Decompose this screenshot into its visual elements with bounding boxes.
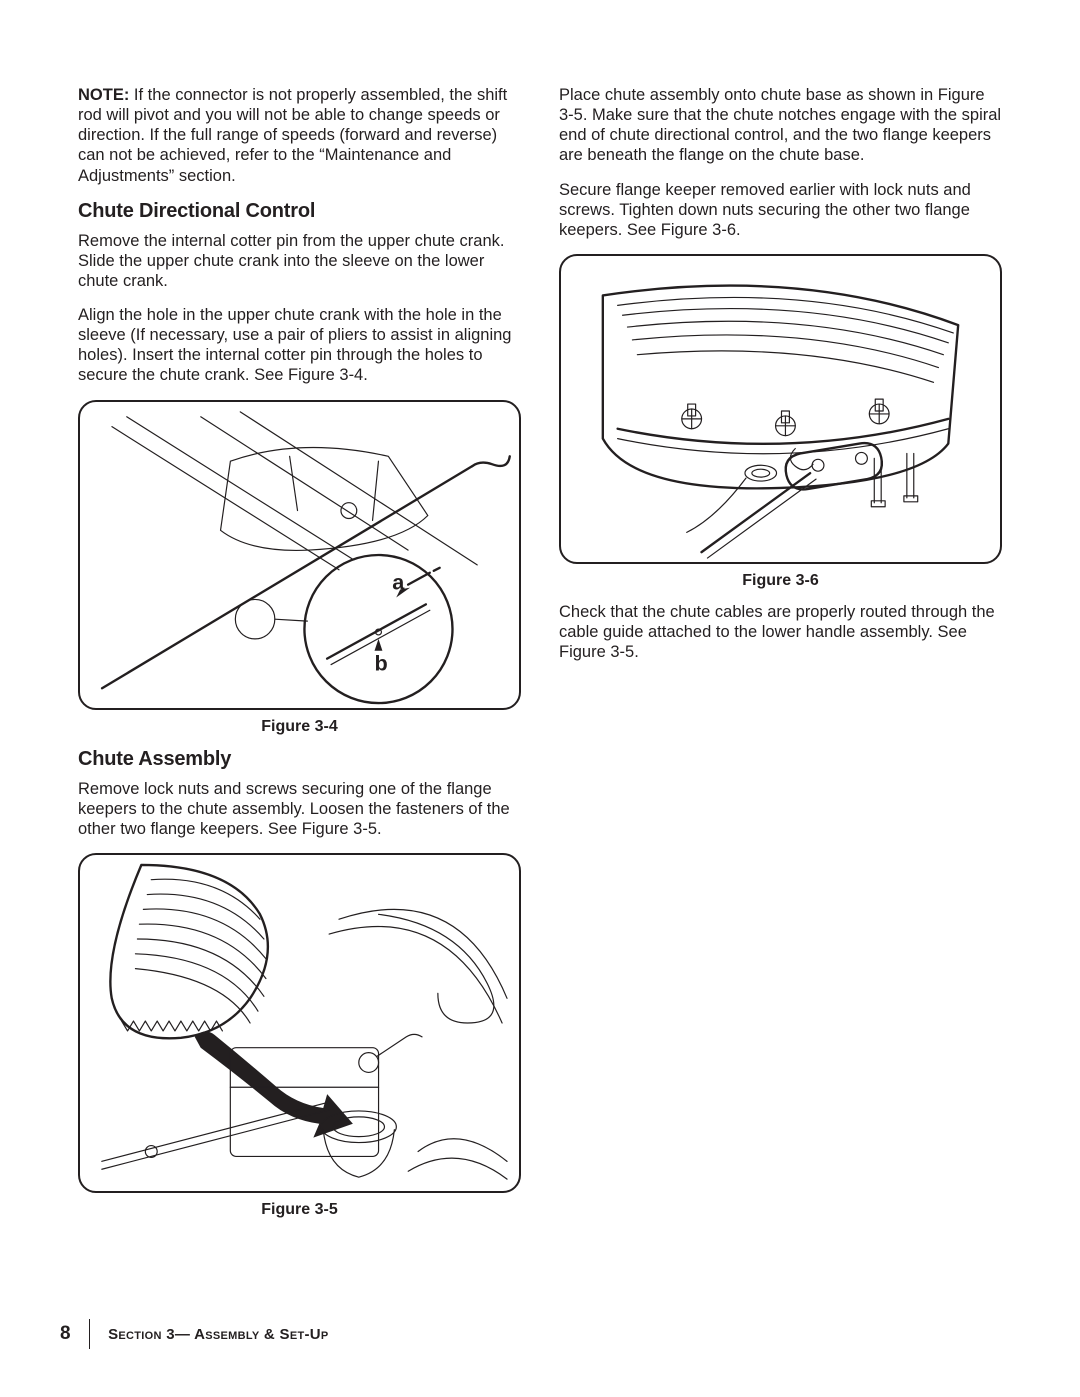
heading-chute-directional: Chute Directional Control — [78, 200, 521, 223]
figure-3-6-illustration — [561, 256, 1000, 562]
page-footer: 8 Section 3— Assembly & Set-Up — [60, 1319, 329, 1349]
fig34-label-b: b — [375, 650, 388, 675]
para-right-1: Place chute assembly onto chute base as … — [559, 85, 1002, 166]
footer-section-text: Section 3— Assembly & Set-Up — [108, 1326, 328, 1343]
figure-3-4-illustration: a b — [80, 402, 519, 708]
left-column: NOTE: If the connector is not properly a… — [78, 85, 521, 1231]
fig34-label-a: a — [392, 569, 405, 594]
figure-3-5-illustration — [80, 855, 519, 1191]
figure-3-6 — [559, 254, 1002, 564]
footer-divider — [89, 1319, 91, 1349]
para-directional-1: Remove the internal cotter pin from the … — [78, 231, 521, 291]
page-content: NOTE: If the connector is not properly a… — [0, 0, 1080, 1291]
footer-text-cap: S — [108, 1326, 118, 1343]
figure-3-4: a b — [78, 400, 521, 710]
right-column: Place chute assembly onto chute base as … — [559, 85, 1002, 1231]
page-number: 8 — [60, 1323, 89, 1345]
para-assembly-1: Remove lock nuts and screws securing one… — [78, 779, 521, 839]
figure-3-4-caption: Figure 3-4 — [78, 718, 521, 736]
note-paragraph: NOTE: If the connector is not properly a… — [78, 85, 521, 186]
figure-3-6-caption: Figure 3-6 — [559, 572, 1002, 590]
footer-text-rest: ection 3— Assembly & Set-Up — [118, 1326, 328, 1343]
para-right-2: Secure flange keeper removed earlier wit… — [559, 180, 1002, 240]
figure-3-5 — [78, 853, 521, 1193]
para-directional-2: Align the hole in the upper chute crank … — [78, 305, 521, 386]
figure-3-5-caption: Figure 3-5 — [78, 1201, 521, 1219]
para-right-3: Check that the chute cables are properly… — [559, 602, 1002, 662]
note-body: If the connector is not properly assembl… — [78, 86, 507, 185]
note-label: NOTE: — [78, 86, 129, 104]
heading-chute-assembly: Chute Assembly — [78, 748, 521, 771]
